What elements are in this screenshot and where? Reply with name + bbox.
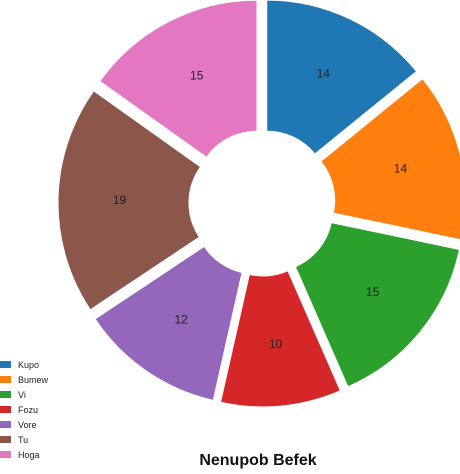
chart-title: Nenupob Befek — [199, 452, 317, 469]
slice-value-label: 15 — [366, 285, 380, 299]
legend-swatch — [0, 436, 11, 443]
slice-value-label: 14 — [394, 162, 408, 176]
legend-swatch — [0, 361, 11, 368]
pie-slice-kupo — [266, 0, 418, 155]
legend-item: Vore — [0, 417, 48, 432]
legend-label: Vore — [18, 419, 37, 430]
legend-swatch — [0, 376, 11, 383]
slice-value-label: 19 — [113, 193, 127, 207]
legend-item: Hoga — [0, 447, 48, 462]
legend-label: Kupo — [18, 359, 40, 370]
legend-item: Kupo — [0, 357, 48, 372]
legend-swatch — [0, 391, 11, 398]
legend: Kupo Bumew Vi Fozu Vore Tu Hoga — [0, 357, 48, 462]
slice-value-label: 12 — [175, 313, 189, 327]
legend-swatch — [0, 406, 11, 413]
pie-slice-vore — [94, 245, 243, 401]
pie-slice-bumew — [320, 78, 460, 241]
pie-slice-vi — [294, 222, 460, 388]
legend-swatch — [0, 421, 11, 428]
legend-item: Fozu — [0, 402, 48, 417]
pie-slice-tu — [57, 90, 202, 311]
legend-item: Tu — [0, 432, 48, 447]
legend-item: Bumew — [0, 372, 48, 387]
legend-label: Bumew — [18, 374, 49, 385]
slice-value-label: 15 — [190, 69, 204, 83]
legend-label: Hoga — [18, 449, 40, 460]
pie-slice-fozu — [219, 270, 342, 408]
slice-value-label: 14 — [317, 67, 331, 81]
pie-slice-hoga — [99, 0, 258, 158]
legend-label: Tu — [18, 434, 29, 445]
slice-value-label: 10 — [269, 337, 283, 351]
legend-label: Vi — [18, 389, 26, 400]
legend-label: Fozu — [18, 404, 39, 415]
legend-item: Vi — [0, 387, 48, 402]
legend-swatch — [0, 451, 11, 458]
